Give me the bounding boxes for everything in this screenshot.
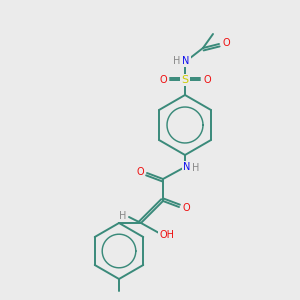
Text: N: N	[183, 162, 191, 172]
Text: H: H	[173, 56, 181, 66]
Text: S: S	[182, 75, 189, 85]
Text: OH: OH	[160, 230, 175, 240]
Text: H: H	[192, 163, 200, 173]
Text: N: N	[182, 56, 190, 66]
Text: O: O	[182, 203, 190, 213]
Text: O: O	[136, 167, 144, 177]
Text: O: O	[203, 75, 211, 85]
Text: O: O	[159, 75, 167, 85]
Text: O: O	[222, 38, 230, 48]
Text: H: H	[119, 211, 127, 221]
